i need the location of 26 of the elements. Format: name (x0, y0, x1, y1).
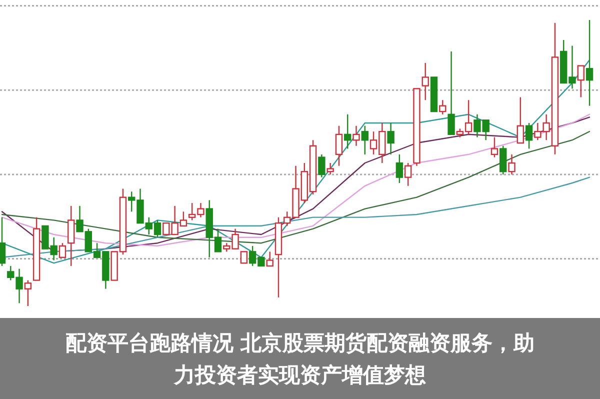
candlestick (508, 154, 516, 176)
candlestick (0, 216, 6, 267)
candlestick (448, 50, 455, 135)
candlestick (422, 62, 429, 101)
candlestick (396, 154, 404, 184)
candlestick (344, 114, 352, 150)
candlestick (404, 162, 412, 186)
candlestick (516, 96, 524, 144)
candlestick (577, 65, 584, 98)
candlestick (525, 122, 533, 150)
candlestick (439, 99, 446, 115)
candlestick (387, 122, 394, 156)
candlestick (490, 136, 498, 158)
candlestick (361, 125, 368, 156)
candlestick (500, 145, 507, 176)
candlestick (266, 251, 274, 267)
candlestick (24, 280, 32, 307)
title: 配资平台跑路情况 北京股票期货配资融资服务，助力投资者实现资产增值梦想 (64, 330, 536, 388)
candlestick (318, 154, 326, 178)
candlestick (352, 125, 360, 146)
candlestick (586, 19, 594, 106)
candlestick (240, 251, 248, 264)
candlestick (335, 125, 343, 166)
candlestick (58, 242, 66, 258)
candlestick (326, 162, 334, 176)
candlestick (68, 205, 75, 267)
